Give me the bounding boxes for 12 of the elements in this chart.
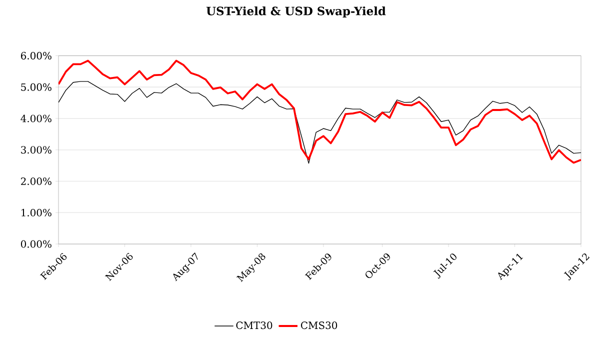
y-tick-label: 6.00% (21, 52, 52, 60)
y-tick-label: 5.00% (21, 83, 52, 91)
y-tick-label: 4.00% (20, 114, 52, 122)
y-tick-label: 3.00% (21, 146, 52, 154)
line-series (58, 81, 581, 164)
chart-title: UST-Yield & USD Swap-Yield (206, 6, 386, 18)
y-tick-label: 0.00% (20, 240, 52, 248)
legend-label: CMS30 (300, 322, 338, 330)
line-series (58, 60, 581, 164)
y-tick-label: 2.00% (21, 177, 52, 185)
y-tick-label: 1.00% (22, 208, 52, 216)
legend-label: CMT30 (236, 322, 272, 330)
